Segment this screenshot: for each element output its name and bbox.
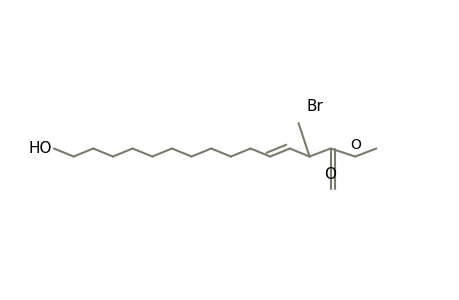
Text: HO: HO: [28, 141, 51, 156]
Text: O: O: [350, 138, 360, 152]
Text: O: O: [324, 167, 336, 182]
Text: Br: Br: [306, 98, 323, 113]
